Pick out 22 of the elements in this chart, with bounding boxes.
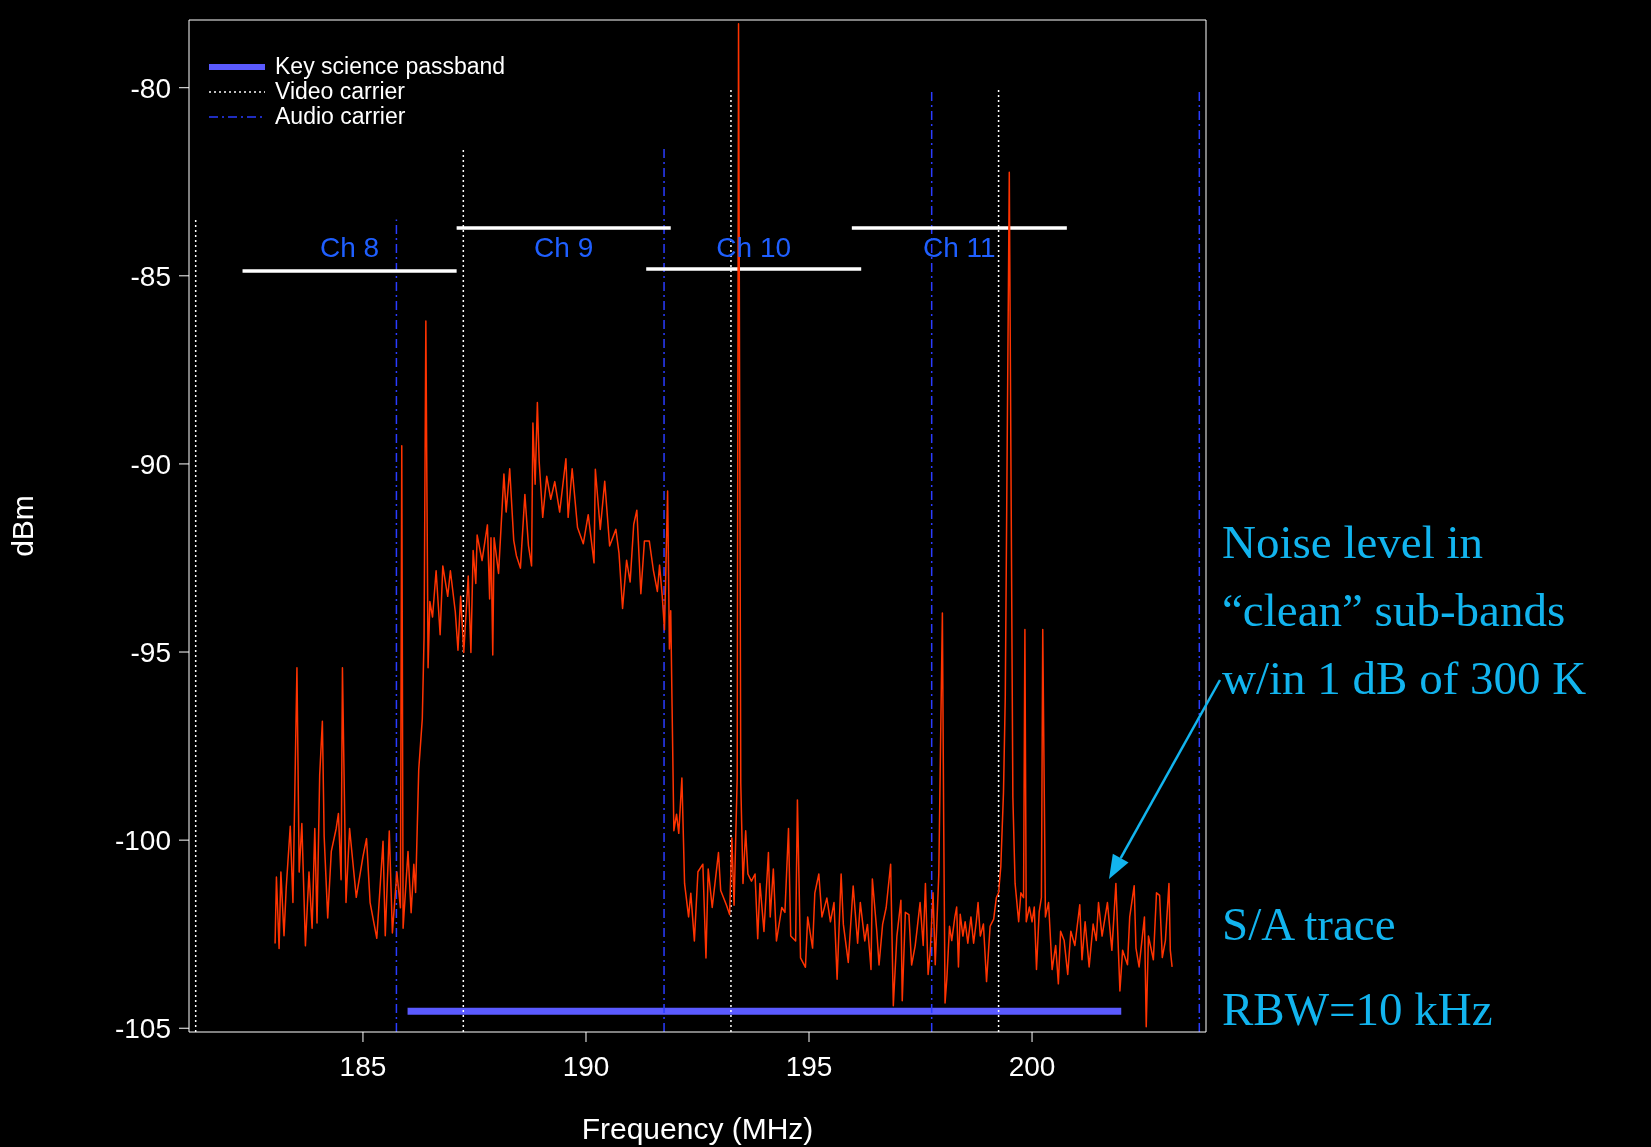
annotation: Ch 8 [320, 231, 380, 263]
y-tick-label: -100 [114, 825, 171, 857]
y-tick-label: -95 [130, 636, 171, 668]
annotation: Ch 11 [923, 231, 996, 263]
x-tick-label: 185 [339, 1050, 387, 1082]
legend-label: Key science passband [275, 53, 506, 79]
legend-label: Audio carrier [275, 103, 406, 129]
y-tick-label: -80 [130, 72, 171, 104]
line-series [274, 23, 1173, 1028]
text: Noise level in “clean” sub-bands w/in 1 dB of 300 K [1222, 515, 1588, 706]
text: S/A trace [1222, 897, 1396, 952]
annotation: Ch 9 [534, 231, 594, 263]
y-tick-label: -85 [130, 260, 171, 292]
y-tick-label: -105 [114, 1013, 171, 1045]
x-axis-title: Frequency (MHz) [581, 1112, 814, 1145]
x-tick-label: 200 [1008, 1050, 1056, 1082]
y-axis-title: dBm [5, 495, 39, 557]
text: RBW=10 kHz [1222, 982, 1493, 1037]
y-tick-label: -90 [130, 448, 171, 480]
x-tick-label: 190 [562, 1050, 610, 1082]
legend-label: Video carrier [275, 78, 405, 104]
x-tick-label: 195 [785, 1050, 833, 1082]
